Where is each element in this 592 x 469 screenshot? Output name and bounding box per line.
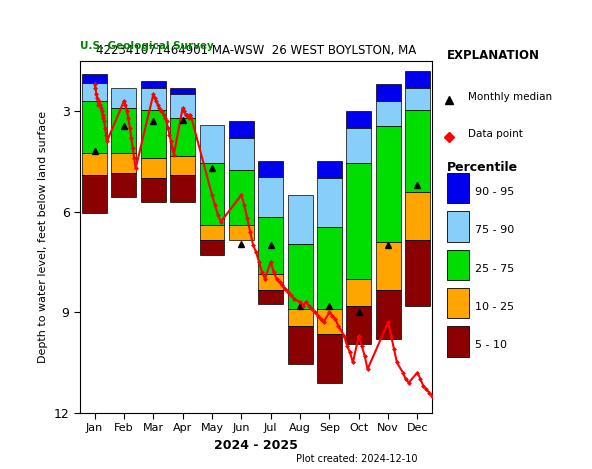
Bar	[317, 178, 342, 227]
Y-axis label: Depth to water level, feet below land surface: Depth to water level, feet below land su…	[38, 111, 48, 363]
Bar	[82, 101, 107, 153]
Text: 75 - 90: 75 - 90	[475, 225, 514, 235]
Bar	[288, 243, 313, 309]
Bar	[258, 176, 283, 217]
Bar	[405, 71, 430, 88]
Bar	[200, 240, 224, 255]
Bar	[200, 125, 224, 163]
Bar	[346, 128, 371, 163]
Bar	[288, 195, 313, 243]
Bar	[229, 225, 254, 240]
Bar	[200, 163, 224, 225]
Text: 5 - 10: 5 - 10	[475, 340, 507, 350]
Bar	[229, 170, 254, 225]
Bar	[317, 161, 342, 178]
Bar	[405, 110, 430, 192]
Bar	[317, 334, 342, 383]
Text: 90 - 95: 90 - 95	[475, 187, 514, 197]
Bar	[170, 175, 195, 202]
Text: Plot created: 2024-12-10: Plot created: 2024-12-10	[296, 454, 417, 464]
Bar	[317, 309, 342, 334]
Text: Data point: Data point	[468, 129, 523, 139]
Bar	[141, 158, 166, 178]
Bar	[346, 163, 371, 279]
Bar	[111, 153, 136, 173]
Bar	[258, 290, 283, 304]
Bar	[141, 110, 166, 158]
Text: U.S. Geological Survey: U.S. Geological Survey	[80, 41, 214, 51]
Bar	[229, 121, 254, 138]
Bar	[405, 240, 430, 305]
X-axis label: 2024 - 2025: 2024 - 2025	[214, 439, 298, 452]
Bar	[376, 101, 401, 126]
Bar	[376, 242, 401, 290]
Bar	[376, 290, 401, 339]
Bar	[170, 94, 195, 118]
Bar	[111, 108, 136, 153]
Bar	[170, 157, 195, 175]
Text: EXPLANATION: EXPLANATION	[447, 49, 540, 61]
Bar	[258, 217, 283, 274]
Bar	[141, 88, 166, 110]
Bar	[258, 274, 283, 290]
Bar	[200, 225, 224, 240]
Bar	[82, 75, 107, 83]
Bar	[317, 227, 342, 309]
Bar	[82, 175, 107, 213]
Text: Percentile: Percentile	[447, 161, 518, 174]
Bar	[82, 83, 107, 101]
Bar	[346, 279, 371, 305]
Text: 25 - 75: 25 - 75	[475, 264, 514, 273]
Bar	[288, 325, 313, 364]
Bar	[376, 84, 401, 101]
Bar	[141, 178, 166, 202]
Bar	[229, 138, 254, 170]
Bar	[170, 118, 195, 157]
Bar	[405, 192, 430, 240]
Text: Monthly median: Monthly median	[468, 92, 552, 102]
Bar	[82, 153, 107, 175]
Bar	[346, 305, 371, 344]
Bar	[111, 88, 136, 108]
Bar	[141, 81, 166, 88]
Text: 10 - 25: 10 - 25	[475, 302, 514, 312]
Bar	[288, 309, 313, 325]
Bar	[346, 111, 371, 128]
Bar	[111, 173, 136, 197]
Bar	[170, 88, 195, 94]
Bar	[376, 126, 401, 242]
Title: 422341071464901 MA-WSW  26 WEST BOYLSTON, MA: 422341071464901 MA-WSW 26 WEST BOYLSTON,…	[96, 44, 416, 57]
Bar	[405, 88, 430, 110]
Bar	[258, 161, 283, 176]
